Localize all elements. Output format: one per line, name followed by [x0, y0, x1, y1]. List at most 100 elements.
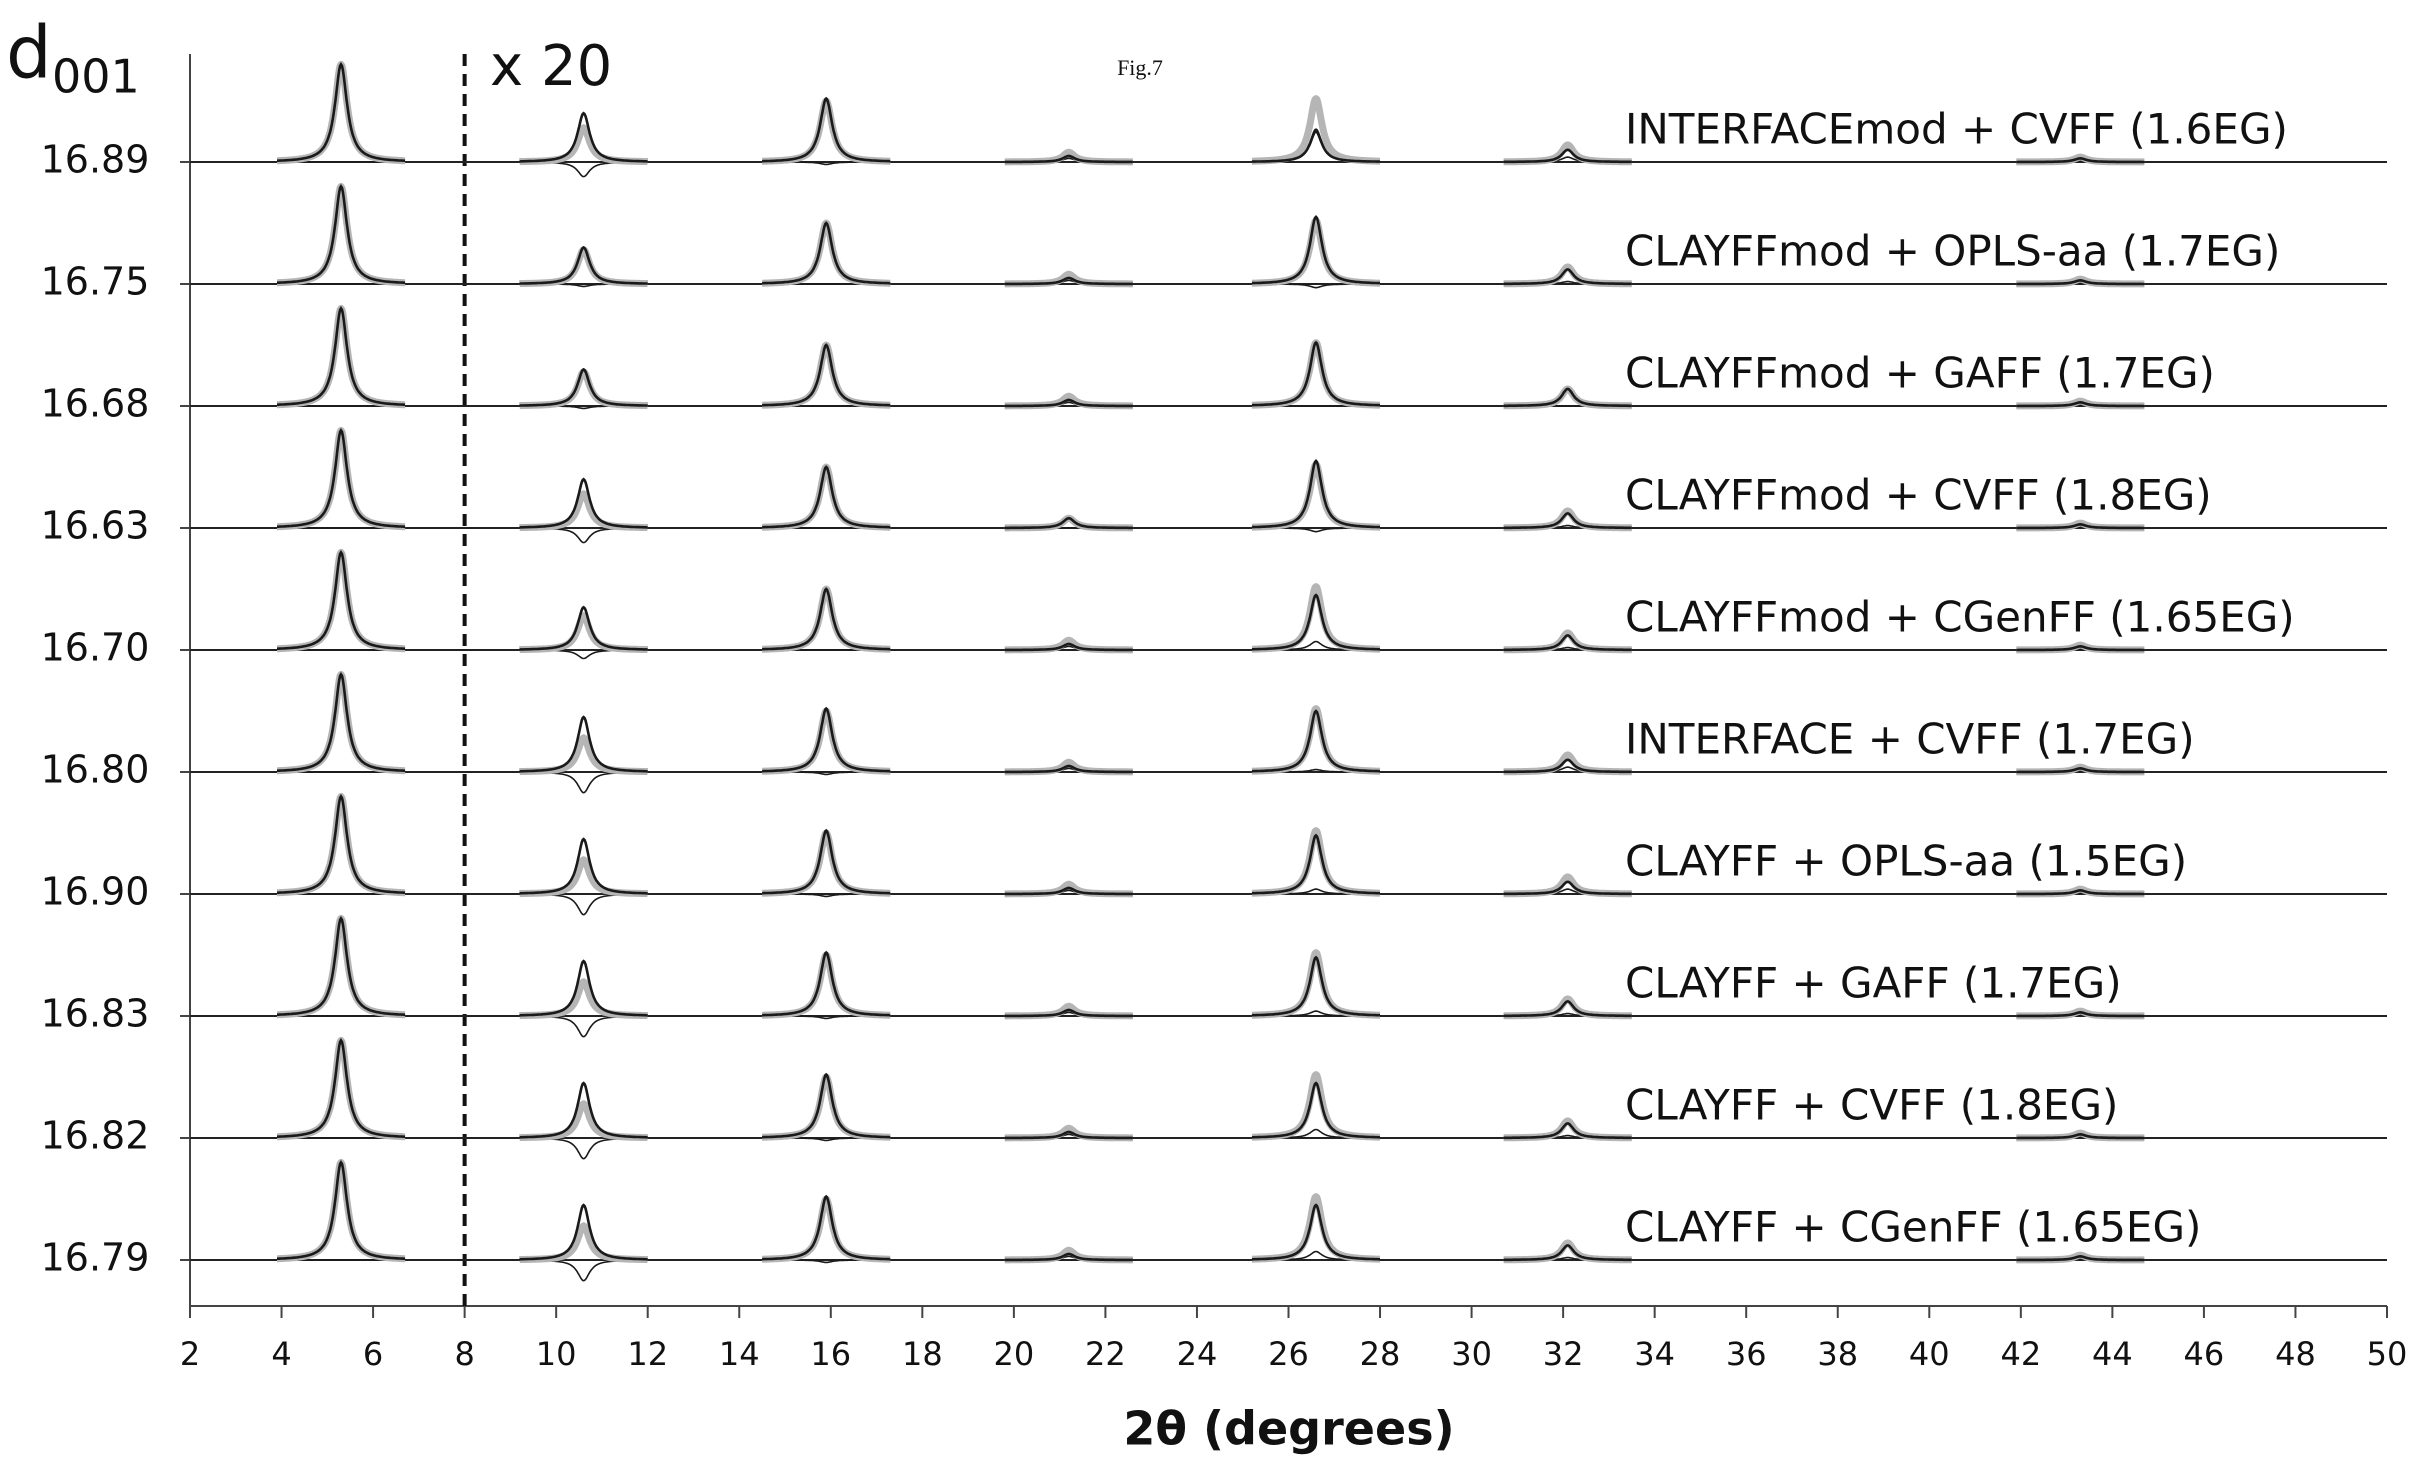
simulated-peak	[277, 183, 406, 284]
experimental-peak	[1249, 217, 1383, 287]
simulated-peak	[277, 793, 406, 894]
experimental-peak	[759, 829, 893, 897]
simulated-peak	[762, 950, 891, 1017]
d-spacing-label: 16.75	[41, 260, 150, 304]
x-tick-label: 16	[810, 1335, 851, 1373]
experimental-peak	[1249, 949, 1383, 1019]
experimental-peak	[274, 182, 408, 287]
experimental-peak	[517, 978, 651, 1020]
x-tick-label: 6	[363, 1335, 383, 1373]
x-tick-label: 36	[1726, 1335, 1767, 1373]
x-tick-label: 8	[454, 1335, 474, 1373]
x-axis-title: 2θ (degrees)	[1123, 1402, 1454, 1456]
simulated-peak	[1503, 880, 1632, 896]
simulated-peak	[519, 959, 648, 1017]
simulated-peak	[1503, 387, 1632, 408]
x-tick-label: 34	[1634, 1335, 1675, 1373]
simulated-peak	[1004, 764, 1133, 774]
series-label: CLAYFF + CGenFF (1.65EG)	[1625, 1203, 2201, 1252]
difference-peak	[519, 1259, 648, 1282]
experimental-peak	[274, 304, 408, 409]
experimental-peak	[759, 97, 893, 165]
simulated-peak	[762, 587, 891, 651]
simulated-peak	[762, 1194, 891, 1261]
x-tick-label: 26	[1268, 1335, 1309, 1373]
d-spacing-label: 16.68	[41, 382, 150, 426]
simulated-peak	[277, 1159, 406, 1260]
simulated-peak	[2016, 766, 2145, 774]
simulated-peak	[1251, 459, 1380, 529]
experimental-peak	[274, 1158, 408, 1263]
simulated-peak	[1004, 276, 1133, 286]
simulated-peak	[762, 343, 891, 407]
x-tick-label: 2	[180, 1335, 200, 1373]
simulated-peak	[1503, 758, 1632, 774]
scale-note: x 20	[490, 34, 612, 99]
simulated-peak	[1503, 1000, 1632, 1018]
experimental-peak	[274, 792, 408, 897]
experimental-peak	[759, 585, 893, 653]
simulated-peak	[519, 715, 648, 773]
experimental-peak	[1501, 385, 1635, 410]
difference-peak	[519, 893, 648, 916]
simulated-peak	[519, 605, 648, 651]
difference-peak	[1251, 128, 1380, 163]
simulated-peak	[1503, 148, 1632, 164]
experimental-peak	[759, 463, 893, 531]
difference-peak	[519, 1015, 648, 1038]
series-label: INTERFACE + CVFF (1.7EG)	[1625, 715, 2195, 764]
simulated-peak	[519, 837, 648, 895]
simulated-peak	[1251, 709, 1380, 773]
x-tick-label: 22	[1085, 1335, 1126, 1373]
simulated-peak	[2016, 1254, 2145, 1262]
experimental-peak	[274, 670, 408, 775]
simulated-peak	[1251, 340, 1380, 407]
simulated-peak	[519, 111, 648, 163]
simulated-peak	[519, 477, 648, 529]
simulated-peak	[519, 245, 648, 285]
experimental-peak	[759, 341, 893, 409]
simulated-peak	[2016, 1010, 2145, 1018]
x-tick-label: 42	[2000, 1335, 2041, 1373]
simulated-peak	[277, 549, 406, 650]
x-tick-label: 12	[627, 1335, 668, 1373]
experimental-peak	[517, 490, 651, 532]
simulated-peak	[2016, 156, 2145, 164]
simulated-peak	[277, 427, 406, 528]
simulated-peak	[519, 1203, 648, 1261]
simulated-peak	[277, 1037, 406, 1138]
d-spacing-label: 16.82	[41, 1114, 150, 1158]
simulated-peak	[277, 671, 406, 772]
simulated-peak	[519, 367, 648, 407]
experimental-peak	[274, 1036, 408, 1141]
simulated-peak	[1251, 593, 1380, 651]
simulated-peak	[1503, 1244, 1632, 1262]
annotation: Fig.7	[1117, 55, 1163, 80]
simulated-peak	[1004, 154, 1133, 164]
simulated-peak	[2016, 888, 2145, 896]
experimental-peak	[1249, 705, 1383, 775]
d-spacing-label: 16.70	[41, 626, 150, 670]
x-tick-label: 38	[1817, 1335, 1858, 1373]
x-tick-label: 46	[2184, 1335, 2225, 1373]
simulated-peak	[2016, 1132, 2145, 1140]
simulated-peak	[2016, 644, 2145, 652]
series-label: CLAYFFmod + CGenFF (1.65EG)	[1625, 593, 2295, 642]
x-tick-label: 40	[1909, 1335, 1950, 1373]
experimental-peak	[517, 124, 651, 166]
experimental-peak	[274, 914, 408, 1019]
simulated-peak	[1251, 215, 1380, 285]
experimental-peak	[517, 1100, 651, 1142]
simulated-peak	[1004, 398, 1133, 408]
series-label: CLAYFF + CVFF (1.8EG)	[1625, 1081, 2118, 1130]
difference-peak	[519, 1137, 648, 1160]
experimental-peak	[1501, 873, 1635, 898]
series-label: CLAYFF + OPLS-aa (1.5EG)	[1625, 837, 2187, 886]
d-spacing-label: 16.80	[41, 748, 150, 792]
series-label: CLAYFF + GAFF (1.7EG)	[1625, 959, 2122, 1008]
series-label: INTERFACEmod + CVFF (1.6EG)	[1625, 105, 2288, 154]
simulated-peak	[2016, 522, 2145, 530]
simulated-peak	[277, 61, 406, 162]
series-label: CLAYFFmod + OPLS-aa (1.7EG)	[1625, 227, 2280, 276]
x-tick-label: 24	[1177, 1335, 1218, 1373]
